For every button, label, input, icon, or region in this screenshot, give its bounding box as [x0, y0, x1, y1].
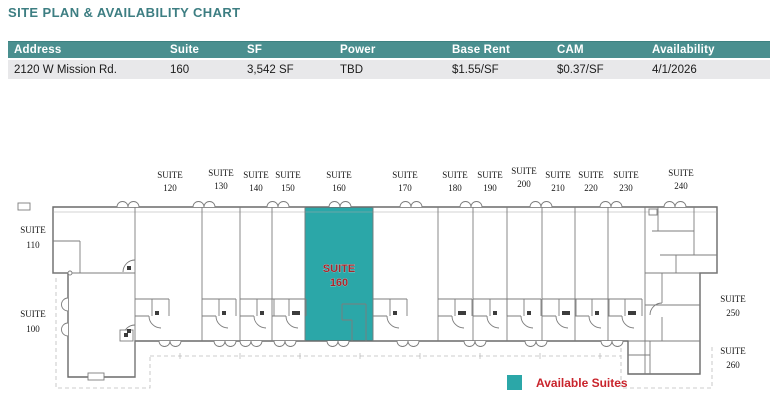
- col-header-address: Address: [14, 44, 62, 56]
- top-entry-doors: [116, 201, 687, 208]
- cell-address: 2120 W Mission Rd.: [14, 63, 117, 76]
- col-header-cam: CAM: [557, 44, 584, 56]
- cell-power: TBD: [340, 63, 363, 76]
- top-suite-labels: SUITE 120 SUITE 130 SUITE 140 SUITE 150 …: [157, 166, 694, 193]
- dashed-walkway-lines: [55, 278, 713, 389]
- suite-210-label: SUITE: [545, 170, 571, 180]
- cell-cam: $0.37/SF: [557, 63, 604, 76]
- suite-240-number: 240: [674, 181, 688, 191]
- suite-150-label: SUITE: [275, 170, 301, 180]
- highlighted-suite-name: SUITE: [323, 263, 355, 275]
- building-outline: [52, 206, 718, 378]
- fixture-marks: [124, 266, 636, 337]
- col-header-availability: Availability: [652, 44, 715, 56]
- suite-170-label: SUITE: [392, 170, 418, 180]
- suite-220-number: 220: [584, 183, 598, 193]
- suite-150-number: 150: [281, 183, 295, 193]
- suite-160-top-number: 160: [332, 183, 346, 193]
- availability-table: Address Suite SF Power Base Rent CAM Ava…: [8, 41, 770, 79]
- restroom-rooms: [135, 298, 643, 329]
- legend-label: Available Suites: [536, 376, 628, 390]
- col-header-suite: Suite: [170, 44, 200, 56]
- suite-130-number: 130: [214, 181, 228, 191]
- suite-100-number: 100: [26, 324, 40, 334]
- suite-120-number: 120: [163, 183, 177, 193]
- col-header-power: Power: [340, 44, 376, 56]
- suite-140-label: SUITE: [243, 170, 269, 180]
- suite-240-label: SUITE: [668, 168, 694, 178]
- suite-200-label: SUITE: [511, 166, 537, 176]
- entry-vestibule: [17, 202, 31, 211]
- walkway-ticks: [179, 353, 601, 359]
- suite-250-label: SUITE: [720, 294, 746, 304]
- page-title: SITE PLAN & AVAILABILITY CHART: [8, 5, 241, 20]
- suite-100-label: SUITE: [20, 309, 46, 319]
- suite-260-number: 260: [726, 360, 740, 370]
- table-row: 2120 W Mission Rd. 160 3,542 SF TBD $1.5…: [8, 60, 770, 79]
- cell-availability: 4/1/2026: [652, 63, 697, 76]
- suite-110-label: SUITE: [20, 225, 46, 235]
- suite-170-number: 170: [398, 183, 412, 193]
- side-suite-labels: SUITE 110 SUITE 100 SUITE 250 SUITE 260: [20, 225, 746, 370]
- left-wing-doors: [61, 297, 105, 381]
- suite-180-label: SUITE: [442, 170, 468, 180]
- suite-120-label: SUITE: [157, 170, 183, 180]
- suite-180-number: 180: [448, 183, 462, 193]
- interior-walls: [53, 207, 717, 377]
- suite-130-label: SUITE: [208, 168, 234, 178]
- col-header-sf: SF: [247, 44, 263, 56]
- cell-base-rent: $1.55/SF: [452, 63, 499, 76]
- table-header-row: Address Suite SF Power Base Rent CAM Ava…: [8, 41, 770, 58]
- suite-110-number: 110: [26, 240, 40, 250]
- highlighted-suite-label: SUITE 160: [323, 263, 356, 289]
- suite-210-number: 210: [551, 183, 565, 193]
- legend: Available Suites: [507, 375, 628, 390]
- highlighted-suite-number: 160: [330, 277, 348, 289]
- suite-220-label: SUITE: [578, 170, 604, 180]
- suite-140-number: 140: [249, 183, 263, 193]
- suite-200-number: 200: [517, 179, 531, 189]
- suite-260-label: SUITE: [720, 346, 746, 356]
- suite-160-top-label: SUITE: [326, 170, 352, 180]
- suite-230-number: 230: [619, 183, 633, 193]
- suite-250-number: 250: [726, 308, 740, 318]
- suite-190-label: SUITE: [477, 170, 503, 180]
- cell-sf: 3,542 SF: [247, 63, 294, 76]
- cell-suite: 160: [170, 63, 190, 76]
- bottom-entry-doors: [158, 340, 624, 347]
- suite-190-number: 190: [483, 183, 497, 193]
- col-header-base-rent: Base Rent: [452, 44, 511, 56]
- site-plan: SUITE 120 SUITE 130 SUITE 140 SUITE 150 …: [17, 166, 746, 390]
- available-suites-swatch: [507, 375, 522, 390]
- suite-230-label: SUITE: [613, 170, 639, 180]
